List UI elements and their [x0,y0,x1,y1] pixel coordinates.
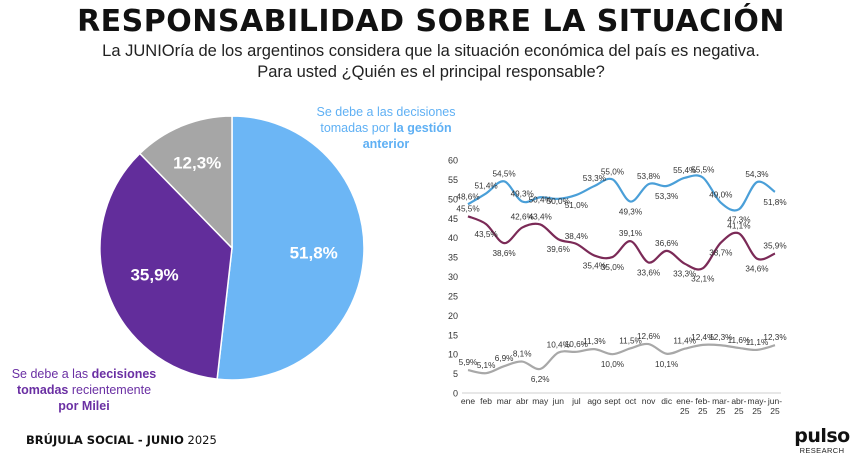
logo-subtitle: RESEARCH [799,446,845,455]
pie-legend-purple-line2b: recientemente [68,383,152,397]
subtitle-line-1: La JUNIOría de los argentinos considera … [102,42,760,60]
footer-source-bold: BRÚJULA SOCIAL - JUNIO [26,433,184,447]
pie-legend-purple-line3: por Milei [58,399,110,413]
pie-legend-gestion-anterior: Se debe a las decisiones tomadas por la … [296,104,476,152]
footer-source-year: 2025 [183,433,217,447]
footer-source: BRÚJULA SOCIAL - JUNIO 2025 [26,433,217,447]
pie-legend-blue-line2: tomadas por la gestión [296,120,476,136]
pie-legend-purple-line1a: Se debe a las [11,367,92,381]
pie-legend-purple-line2: tomadas recientemente [4,382,164,398]
pulso-logo: pulso RESEARCH [790,426,854,455]
pie-slice-label-2: 12,3% [173,153,221,172]
pie-slice-label-1: 35,9% [130,266,178,285]
pie-legend-milei: Se debe a las decisiones tomadas recient… [4,366,164,414]
pie-legend-blue-line2a: tomadas por [320,121,394,135]
pie-legend-purple-line2a: tomadas [16,383,69,397]
pie-legend-purple-line1: Se debe a las decisiones [4,366,164,382]
pie-slice-0 [216,115,365,381]
page-title: RESPONSABILIDAD SOBRE LA SITUACIÓN [77,4,785,39]
pie-slice-2 [138,115,233,250]
pie-slice-1 [99,152,233,380]
pie-legend-blue-line3: anterior [362,137,410,151]
pie-legend-blue-line1: Se debe a las decisiones [316,105,456,119]
pie-slice-label-0: 51,8% [290,244,338,263]
pie-legend-blue-line2b: la gestión [393,121,452,135]
subtitle-line-2: Para usted ¿Quién es el principal respon… [257,63,605,81]
logo-wordmark: pulso [794,425,850,447]
pie-legend-purple-line1b: decisiones [91,367,157,381]
